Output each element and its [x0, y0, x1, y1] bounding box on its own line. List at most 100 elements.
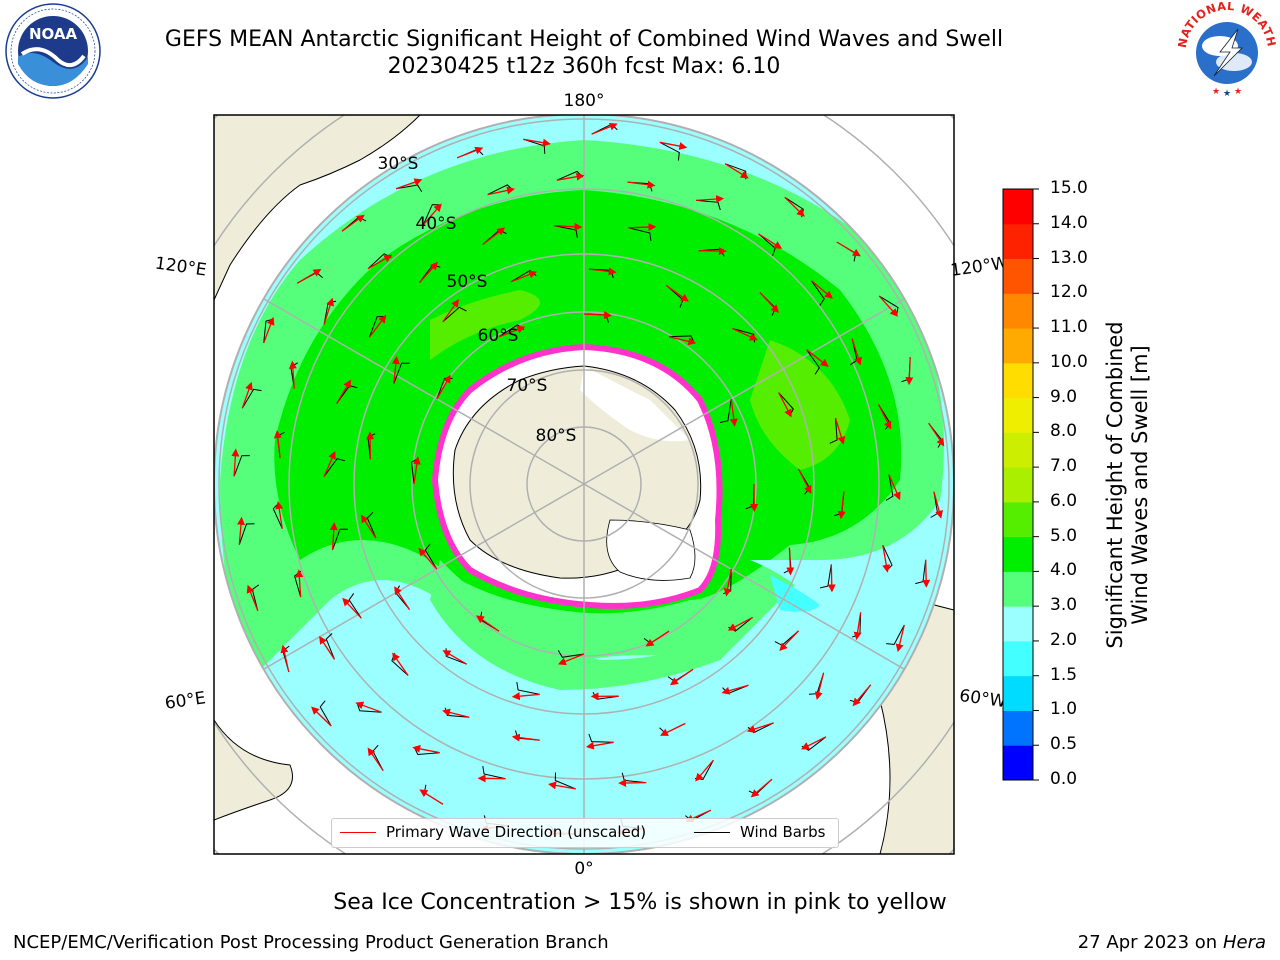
wave-arrow — [360, 514, 377, 539]
wave-arrow — [442, 708, 470, 718]
wave-arrow — [786, 547, 795, 576]
wave-arrow — [618, 778, 647, 787]
colorbar-tick-label: 0.0 — [1050, 769, 1078, 789]
map-legend: Primary Wave Direction (unscaled) Wind B… — [331, 818, 839, 848]
meridian-label-120e: 120°E — [154, 254, 208, 281]
colorbar-segment — [1003, 362, 1033, 399]
antarctica-ice — [431, 343, 723, 609]
legend-item-wind: Wind Barbs — [694, 823, 825, 841]
wind-barb — [442, 306, 467, 323]
wave-arrow — [329, 522, 338, 551]
wave-arrow — [341, 214, 365, 232]
colorbar-segment — [1003, 501, 1033, 538]
wave-arrow — [456, 146, 484, 159]
meridian-label-60w: 60°W — [958, 686, 1007, 712]
colorbar-tick-label: 9.0 — [1050, 386, 1078, 407]
wave-arrow — [419, 789, 444, 805]
wave-arrow — [511, 692, 540, 701]
wave-arrow — [498, 325, 526, 338]
wave-arrow — [759, 292, 779, 313]
wave-arrow — [588, 267, 617, 276]
wave-arrow — [442, 299, 460, 323]
wave-arrow — [418, 547, 438, 570]
wave-arrow — [905, 357, 914, 386]
wave-arrow — [628, 223, 657, 232]
wave-arrow — [778, 392, 792, 418]
wave-arrow — [523, 138, 551, 147]
wave-arrow — [922, 559, 931, 588]
colorbar-segment — [1003, 745, 1033, 781]
wave-arrow — [246, 584, 259, 612]
wave-arrow — [801, 736, 827, 750]
wave-arrow — [394, 586, 411, 610]
colorbar-tick-label: 7.0 — [1050, 456, 1078, 477]
wave-arrow — [237, 516, 245, 545]
wind-barb-swatch — [694, 831, 730, 833]
wave-arrow — [758, 233, 783, 249]
latitude-label-60s: 60°S — [478, 326, 519, 346]
colorbar-tick-label: 10.0 — [1050, 351, 1088, 372]
wave-arrow — [851, 338, 862, 366]
wave-arrow — [746, 722, 774, 733]
wave-arrow — [834, 417, 846, 445]
wind-barb — [806, 349, 821, 375]
wind-barb — [659, 141, 680, 161]
wave-arrow — [422, 203, 442, 226]
wave-arrow — [392, 652, 409, 676]
colorbar-segment — [1003, 189, 1033, 225]
wave-arrow — [395, 178, 423, 190]
wave-arrow — [750, 778, 773, 798]
legend-wind-label: Wind Barbs — [740, 823, 826, 841]
wave-arrow — [779, 630, 800, 652]
colorbar-tick-label: 2.0 — [1050, 629, 1078, 650]
wave-arrow — [557, 653, 585, 666]
colorbar-segment — [1003, 571, 1033, 607]
wave-arrow — [895, 624, 905, 653]
colorbar-tick-label: 12.0 — [1050, 282, 1088, 303]
wind-barb — [332, 528, 349, 551]
wave-arrow — [668, 336, 697, 346]
wave-arrow — [323, 297, 334, 325]
wind-barb — [886, 624, 905, 646]
wave-arrow — [797, 468, 812, 494]
wave-arrow — [669, 668, 694, 686]
wave-direction-swatch — [340, 831, 376, 833]
latitude-label-30s: 30°S — [378, 154, 419, 174]
footer-date: 27 Apr 2023 on Hera — [1078, 932, 1266, 953]
latitude-label-70s: 70°S — [507, 376, 548, 396]
wave-arrow — [888, 474, 901, 501]
wind-barb — [233, 455, 250, 477]
colorbar-tick-label: 11.0 — [1050, 317, 1088, 338]
wave-arrow — [827, 564, 836, 593]
wave-arrow — [627, 180, 656, 189]
colorbar-segment — [1003, 293, 1033, 329]
colorbar-segment — [1003, 223, 1033, 260]
svg-text:★: ★ — [1212, 87, 1220, 97]
wave-arrow — [928, 422, 945, 447]
wave-arrow — [548, 781, 576, 790]
legend-wave-label: Primary Wave Direction (unscaled) — [386, 823, 647, 841]
wave-arrow — [585, 741, 614, 750]
wind-barb — [516, 682, 540, 695]
colorbar-tick-label: 0.5 — [1050, 734, 1078, 755]
wave-arrow — [814, 672, 825, 700]
wave-arrow — [391, 356, 400, 384]
map-frame — [213, 114, 955, 855]
noaa-logo-icon: NOAA — [5, 3, 101, 99]
wave-arrow — [806, 349, 829, 367]
wave-arrow — [721, 684, 749, 695]
wind-barb — [482, 766, 506, 780]
wave-arrow — [487, 186, 515, 196]
colorbar-tick-label: 3.0 — [1050, 595, 1078, 616]
wave-arrow — [784, 196, 805, 217]
wave-arrow — [591, 122, 618, 135]
wave-arrow — [660, 722, 686, 736]
wave-arrow — [412, 456, 421, 485]
wind-barb — [811, 280, 825, 306]
wave-arrow — [724, 163, 749, 179]
colorbar-tick-label: 6.0 — [1050, 490, 1078, 511]
wave-arrow — [732, 327, 758, 341]
wave-arrow — [241, 381, 253, 409]
colorbar-tick-label: 13.0 — [1050, 247, 1088, 268]
meridian-label-180: 180° — [564, 91, 605, 111]
